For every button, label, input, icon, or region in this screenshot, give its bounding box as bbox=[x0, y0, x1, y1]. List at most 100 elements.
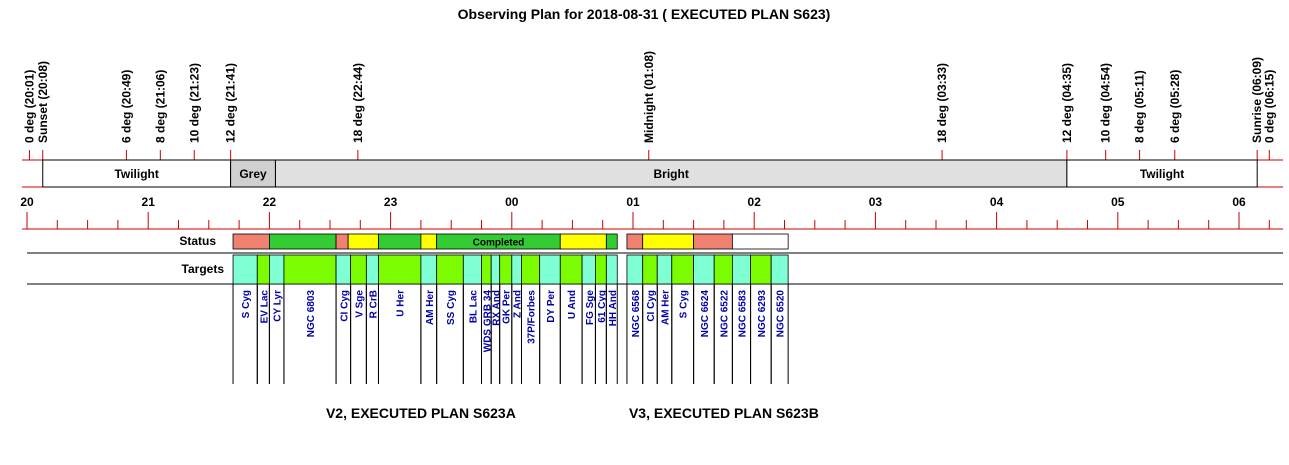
target-name: S Cyg bbox=[679, 290, 690, 318]
plan-labels: V2, EXECUTED PLAN S623A V3, EXECUTED PLAN… bbox=[326, 405, 819, 421]
status-row: Completed bbox=[27, 233, 1283, 254]
plan-label: V2, EXECUTED PLAN S623A bbox=[326, 405, 516, 421]
target-name: AM Her bbox=[661, 290, 672, 325]
target-block bbox=[656, 254, 673, 285]
plan-label: V3, EXECUTED PLAN S623B bbox=[629, 405, 819, 421]
target-block bbox=[499, 254, 513, 285]
event-label: 18 deg (22:44) bbox=[351, 63, 365, 143]
band-block bbox=[1066, 159, 1258, 188]
event-label: 8 deg (05:11) bbox=[1133, 70, 1147, 143]
status-segment bbox=[420, 233, 438, 250]
target-name: 37P/Forbes bbox=[527, 290, 538, 344]
hour-label: 04 bbox=[990, 195, 1004, 209]
target-name: NGC 6803 bbox=[306, 290, 317, 338]
target-block bbox=[642, 254, 658, 285]
hour-label: 00 bbox=[505, 195, 519, 209]
event-label: 8 deg (21:06) bbox=[153, 70, 167, 143]
target-name: GK Per bbox=[502, 290, 513, 324]
target-name: NGC 6520 bbox=[776, 290, 787, 338]
status-segment bbox=[268, 233, 337, 250]
target-name: DY Per bbox=[546, 290, 557, 323]
status-segment bbox=[693, 233, 733, 250]
status-segment-label: Completed bbox=[473, 238, 525, 249]
target-name: CI Cyg bbox=[339, 290, 350, 322]
status-segment bbox=[347, 233, 379, 250]
hour-label: 21 bbox=[142, 195, 156, 209]
hour-label: 22 bbox=[263, 195, 277, 209]
target-block bbox=[671, 254, 694, 285]
hour-label: 20 bbox=[20, 195, 34, 209]
status-segment bbox=[378, 233, 422, 250]
status-row-label: Status bbox=[179, 234, 216, 248]
target-name: SS Cyg bbox=[446, 290, 457, 325]
hour-label: 06 bbox=[1232, 195, 1246, 209]
event-label: 10 deg (04:54) bbox=[1099, 63, 1113, 143]
target-name: NGC 6568 bbox=[631, 290, 642, 338]
target-block bbox=[559, 254, 583, 285]
target-name: R CrB bbox=[368, 290, 379, 318]
target-block bbox=[750, 254, 772, 285]
event-label: 6 deg (05:28) bbox=[1168, 70, 1182, 143]
target-block bbox=[511, 254, 522, 285]
target-name: CY Lyr bbox=[273, 290, 284, 322]
event-label: 18 deg (03:33) bbox=[935, 63, 949, 143]
target-block bbox=[365, 254, 379, 285]
target-name: NGC 6522 bbox=[719, 290, 730, 338]
event-label: Midnight (01:08) bbox=[642, 51, 656, 143]
target-name: HH And bbox=[608, 290, 619, 326]
target-block bbox=[283, 254, 337, 285]
status-segment bbox=[626, 233, 644, 250]
target-name: 61 Cyg bbox=[597, 290, 608, 323]
target-block bbox=[350, 254, 367, 285]
status-segment bbox=[731, 233, 789, 250]
event-label: 0 deg (06:15) bbox=[1262, 70, 1276, 143]
event-label: 12 deg (21:41) bbox=[224, 63, 238, 143]
target-block bbox=[693, 254, 715, 285]
band-block bbox=[42, 159, 232, 188]
band-block bbox=[230, 159, 276, 188]
event-label: 0 deg (20:01) bbox=[22, 70, 36, 143]
target-block bbox=[713, 254, 733, 285]
target-name: NGC 6624 bbox=[700, 290, 711, 338]
targets-row-label: Targets bbox=[182, 262, 225, 276]
target-name: U Her bbox=[396, 290, 407, 317]
target-block bbox=[770, 254, 789, 285]
event-label: 10 deg (21:23) bbox=[187, 63, 201, 143]
target-name: S Cyg bbox=[241, 290, 252, 318]
hour-label: 23 bbox=[384, 195, 398, 209]
target-block bbox=[539, 254, 561, 285]
band-block bbox=[274, 159, 1068, 188]
status-segment bbox=[335, 233, 349, 250]
target-block bbox=[481, 254, 492, 285]
target-name: RX And bbox=[491, 290, 502, 326]
hour-label: 05 bbox=[1111, 195, 1125, 209]
target-name: V Sge bbox=[354, 290, 365, 318]
status-segment bbox=[605, 233, 618, 250]
target-block bbox=[335, 254, 352, 285]
hour-label: 01 bbox=[626, 195, 640, 209]
band-label: Twilight bbox=[114, 167, 158, 181]
event-label: Sunrise (06:09) bbox=[1250, 57, 1264, 143]
target-block bbox=[521, 254, 541, 285]
target-name: BL Lac bbox=[468, 290, 479, 324]
status-segment bbox=[232, 233, 270, 250]
target-name: WDS GRB 34 bbox=[482, 290, 493, 353]
target-block bbox=[626, 254, 644, 285]
hour-axis: 20 21 22 23 00 01 02 03 04 05 06 bbox=[20, 195, 1283, 230]
target-name: FG Sge bbox=[585, 290, 596, 325]
target-block bbox=[420, 254, 438, 285]
status-segment bbox=[559, 233, 607, 250]
target-name: EV Lac bbox=[259, 290, 270, 324]
target-block bbox=[605, 254, 618, 285]
target-name: NGC 6583 bbox=[737, 290, 748, 338]
target-name: U And bbox=[567, 290, 578, 319]
chart-title: Observing Plan for 2018-08-31 ( EXECUTED… bbox=[458, 6, 831, 22]
target-block bbox=[268, 254, 285, 285]
target-block bbox=[378, 254, 422, 285]
target-name: Z And bbox=[513, 290, 524, 318]
band-label: Twilight bbox=[1140, 167, 1184, 181]
sky-condition-bands: Twilight Grey Bright Twilight bbox=[22, 159, 1283, 188]
target-block bbox=[731, 254, 751, 285]
band-label: Bright bbox=[654, 167, 689, 181]
